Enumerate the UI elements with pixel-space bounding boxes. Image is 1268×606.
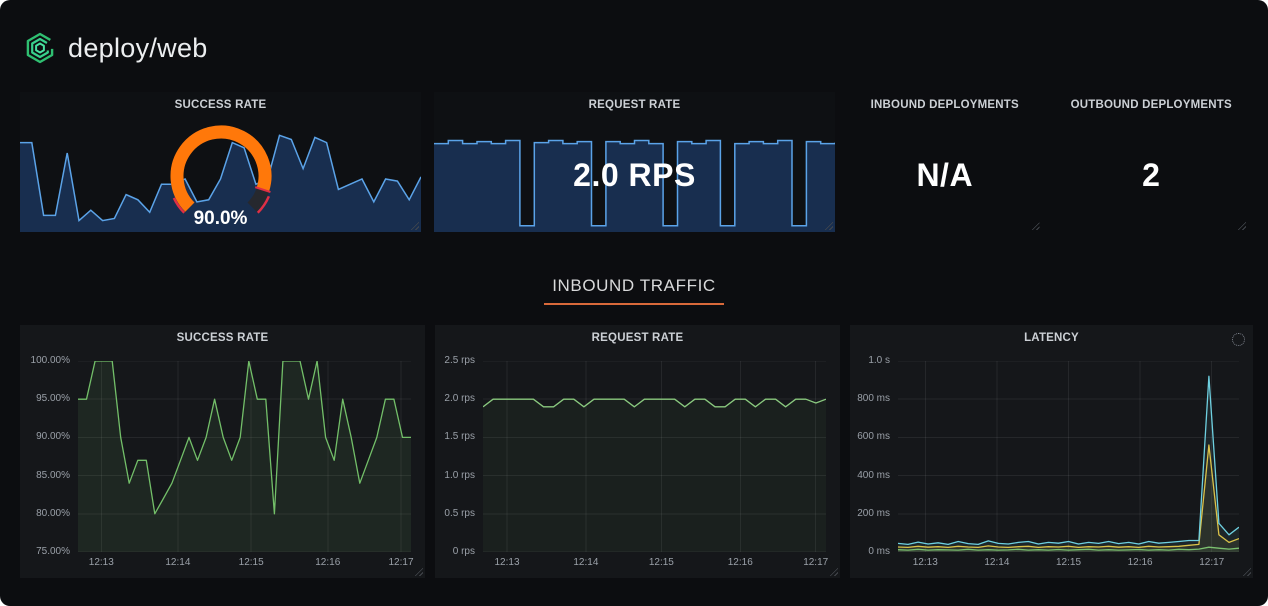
panel-resize-handle[interactable] [1030,221,1040,230]
series-line [898,546,1239,551]
x-axis-label: 12:15 [1055,557,1082,568]
panel-title-inbound-request[interactable]: REQUEST RATE [591,332,684,344]
panel-inbound-deployments: INBOUND DEPLOYMENTS N/A [848,92,1042,232]
panel-inbound-latency: LATENCY 1.0 s 800 ms 600 ms 400 ms 200 ms 0 m… [850,325,1253,578]
panel-resize-handle[interactable] [414,567,423,576]
y-axis-label: 1.0 rps [444,469,475,481]
inbound-deployments-value: N/A [916,156,974,193]
x-axis-label: 12:17 [388,557,414,568]
y-axis-label: 2.0 rps [444,393,475,405]
request-rate-value: 2.0 RPS [573,156,696,193]
x-axis-label: 12:13 [912,557,938,568]
dashboard-title: deploy/web [68,32,208,63]
series-area [898,376,1239,552]
gauge-threshold-tick [254,186,271,194]
y-axis-label: 100.00% [30,355,70,366]
panel-title-inbound-deployments[interactable]: INBOUND DEPLOYMENTS [870,99,1019,111]
x-axis-label: 12:16 [1127,557,1153,568]
x-axis-label: 12:14 [984,557,1010,568]
inbound-traffic-row: SUCCESS RATE 100.00% 95.00% 90.00% 85.00% 80… [20,325,1253,578]
panel-title-success-rate[interactable]: SUCCESS RATE [174,99,267,111]
gauge-value: 90.0% [193,208,248,229]
y-axis-label: 800 ms [857,393,890,405]
x-axis-label: 12:16 [727,557,753,568]
request-rate-sparkline[interactable] [434,124,836,232]
chart-plot-svg [78,361,411,552]
gauge-threshold-arc [172,197,185,214]
sparkline-svg [434,139,836,232]
panel-resize-handle[interactable] [410,221,419,230]
panel-title-inbound-success[interactable]: SUCCESS RATE [176,332,269,344]
panel-title-request-rate[interactable]: REQUEST RATE [588,99,681,111]
gauge-threshold-arc [256,195,270,214]
panel-title-inbound-latency[interactable]: LATENCY [1024,332,1079,344]
series-line [483,398,826,408]
dashboard-header: deploy/web [22,30,208,66]
y-axis-label: 0 ms [868,546,890,557]
series-area [483,399,826,552]
series-line [78,361,411,515]
x-axis-label: 12:13 [88,557,114,568]
gauge-canvas [146,118,296,232]
sparkline-svg [20,134,422,232]
panel-success-rate-stat: SUCCESS RATE 90.0% [20,92,422,232]
outbound-deployments-value: 2 [1142,156,1161,193]
panel-resize-handle[interactable] [1237,221,1246,230]
x-axis-label: 12:14 [573,557,599,568]
loading-spinner-icon [1232,333,1245,346]
request-rate-chart[interactable]: 2.5 rps 2.0 rps 1.5 rps 1.0 rps 0.5 rps 0 rps… [437,353,834,576]
success-rate-sparkline[interactable] [20,124,422,232]
x-axis-label: 12:15 [648,557,674,568]
y-axis-label: 1.5 rps [444,431,475,443]
y-axis-label: 400 ms [857,469,890,481]
y-axis-label: 95.00% [36,393,70,405]
y-axis-label: 0.5 rps [444,507,475,519]
chart-plot-svg [898,361,1239,552]
x-axis-label: 12:13 [494,557,520,568]
success-rate-gauge: 90.0% [146,118,296,232]
y-axis-label: 90.00% [36,431,70,443]
x-axis-label: 12:15 [238,557,264,568]
panel-inbound-success-rate: SUCCESS RATE 100.00% 95.00% 90.00% 85.00% 80… [20,325,425,578]
x-axis-label: 12:17 [803,557,829,568]
section-title: INBOUND TRAFFIC [544,276,724,305]
y-axis-label: 200 ms [857,507,890,519]
panel-request-rate-stat: REQUEST RATE 2.0 RPS [434,92,836,232]
gauge-svg [170,125,271,214]
gauge-value-arc [170,125,271,212]
y-axis-label: 85.00% [36,469,70,481]
panel-title-outbound-deployments[interactable]: OUTBOUND DEPLOYMENTS [1070,99,1232,111]
y-axis-label: 80.00% [36,507,70,519]
series-line [898,444,1239,549]
x-axis-label: 12:14 [165,557,191,568]
top-stats-row: SUCCESS RATE 90.0% REQUEST RATE 2.0 RPS … [20,92,1248,232]
x-axis-label: 12:17 [1199,557,1225,568]
panel-resize-handle[interactable] [829,567,838,576]
success-rate-chart[interactable]: 100.00% 95.00% 90.00% 85.00% 80.00% 75.00% 12:… [22,353,419,576]
panel-inbound-request-rate: REQUEST RATE 2.5 rps 2.0 rps 1.5 rps 1.0 rp… [435,325,840,578]
series-area [898,547,1239,552]
panel-outbound-deployments: OUTBOUND DEPLOYMENTS 2 [1055,92,1249,232]
panel-resize-handle[interactable] [1242,567,1251,576]
section-header: INBOUND TRAFFIC [0,276,1268,305]
y-axis-label: 2.5 rps [444,355,475,366]
y-axis-label: 600 ms [857,431,890,443]
sparkline-line [20,134,422,223]
chart-plot-svg [483,361,826,552]
y-axis-label: 0 rps [452,546,475,557]
y-axis-label: 1.0 s [868,355,890,366]
deploy-logo-icon [26,32,54,64]
series-area [898,445,1239,552]
x-axis-label: 12:16 [315,557,341,568]
y-axis-label: 75.00% [36,546,70,557]
series-area [78,361,411,552]
panel-resize-handle[interactable] [824,221,833,230]
latency-chart[interactable]: 1.0 s 800 ms 600 ms 400 ms 200 ms 0 ms 12:13 12… [852,353,1247,576]
sparkline-area [434,140,835,232]
series-line [898,375,1239,546]
sparkline-line [434,139,836,227]
